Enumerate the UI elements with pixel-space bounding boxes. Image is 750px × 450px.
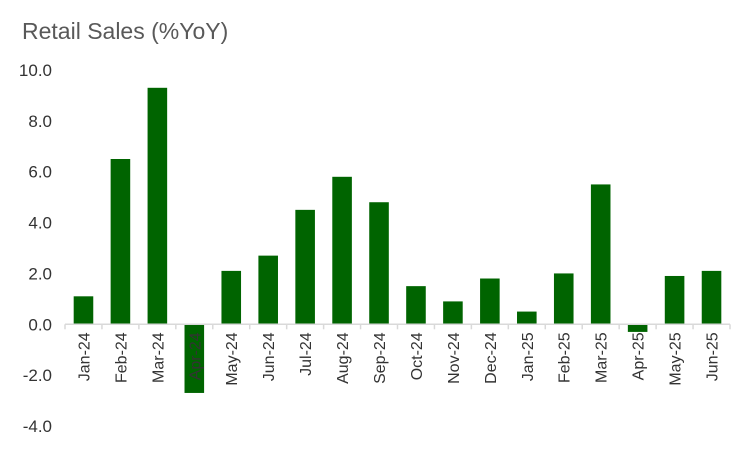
bar-feb-25	[553, 273, 574, 325]
x-tick-label: Apr-24	[187, 332, 204, 380]
bar-aug-24	[332, 176, 352, 325]
x-tick-label: Jan-25	[520, 332, 537, 381]
chart-title: Retail Sales (%YoY)	[22, 18, 229, 44]
bar-mar-25	[590, 184, 611, 325]
bar-mar-24	[147, 87, 168, 325]
bar-nov-24	[443, 301, 463, 325]
bar-apr-25	[627, 324, 648, 332]
bar-feb-24	[110, 159, 131, 325]
y-tick-label: 6.0	[28, 163, 52, 182]
y-tick-label: -2.0	[23, 366, 52, 385]
x-tick-label: Feb-24	[113, 332, 130, 383]
bar-jan-24	[73, 296, 94, 325]
y-tick-label: 0.0	[28, 315, 52, 334]
bar-dec-24	[480, 278, 500, 325]
x-tick-label: Jun-24	[261, 332, 278, 381]
bar-oct-24	[406, 286, 426, 325]
bar-may-24	[221, 270, 242, 325]
bar-jul-24	[295, 209, 315, 325]
x-tick-label: Jan-24	[76, 332, 93, 381]
bar-may-25	[664, 275, 685, 325]
x-tick-label: Jul-24	[298, 332, 315, 376]
x-tick-label: Mar-24	[150, 332, 167, 383]
y-tick-label: 8.0	[28, 112, 52, 131]
x-tick-label: Sep-24	[372, 332, 389, 384]
x-tick-label: Feb-25	[557, 332, 574, 383]
x-tick-label: Apr-25	[631, 332, 648, 380]
y-axis-ticks: 10.0 8.0 6.0 4.0 2.0 0.0 -2.0 -4.0	[19, 61, 52, 436]
bar-apr-24	[184, 324, 205, 393]
x-tick-label: Jun-25	[705, 332, 722, 381]
x-tick-label: Mar-25	[594, 332, 611, 383]
bar-sep-24	[369, 202, 389, 325]
x-axis-ticks: Jan-24 Feb-24 Mar-24 Apr-24 May-24 Jun-24 Jul-…	[64, 324, 731, 386]
bar-jun-24	[258, 255, 278, 325]
x-tick-label: May-25	[668, 332, 685, 385]
x-tick-label: Aug-24	[335, 332, 352, 384]
x-tick-label: May-24	[224, 332, 241, 385]
y-tick-label: 10.0	[19, 61, 52, 80]
y-tick-label: -4.0	[23, 417, 52, 436]
x-tick-label: Dec-24	[483, 332, 500, 384]
bar-jun-25	[701, 270, 722, 325]
y-tick-label: 4.0	[28, 214, 52, 233]
bar-jan-25	[517, 311, 537, 325]
x-tick-label: Nov-24	[446, 332, 463, 384]
y-tick-label: 2.0	[28, 264, 52, 283]
x-tick-label: Oct-24	[409, 332, 426, 380]
bars	[73, 87, 722, 393]
